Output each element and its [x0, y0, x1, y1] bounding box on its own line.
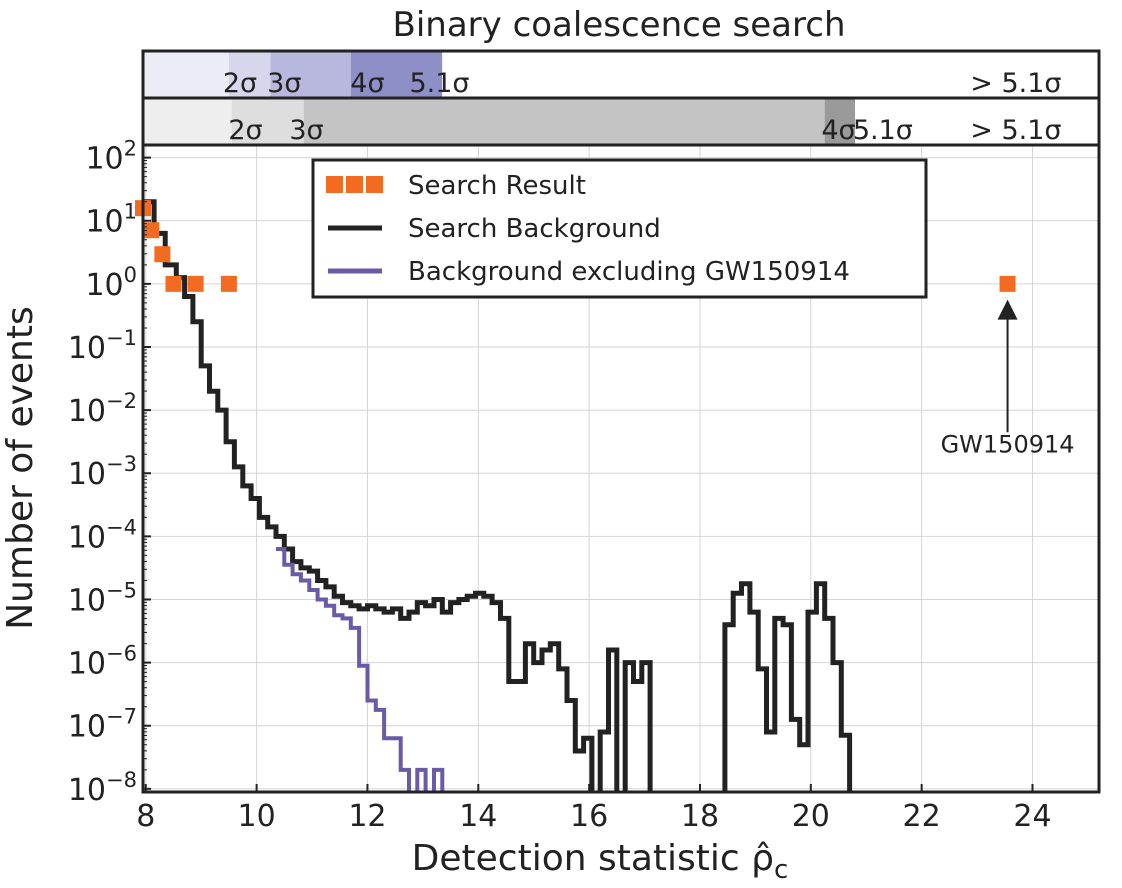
series-2-line	[276, 547, 445, 792]
series-1-line	[143, 199, 853, 792]
y-tick-label--4: 10−4	[68, 515, 137, 555]
legend-label-2: Background excluding GW150914	[408, 257, 850, 287]
band-bottom-range-2	[303, 98, 825, 145]
y-tick-label-2: 102	[85, 137, 137, 177]
x-tick-label-20: 20	[792, 799, 830, 834]
y-axis-label: Number of events	[0, 306, 41, 630]
y-tick-label--1: 10−1	[68, 326, 137, 366]
band-top-range-1	[228, 51, 271, 98]
x-tick-label-8: 8	[136, 799, 155, 834]
band-top-range-4	[442, 51, 1100, 98]
y-tick-label--2: 10−2	[68, 389, 137, 429]
gw150914-annotation: GW150914	[941, 299, 1075, 459]
x-tick-label-14: 14	[459, 799, 497, 834]
significance-band-top: 2σ 3σ 4σ 5.1σ > 5.1σ	[141, 49, 1101, 100]
x-tick-label-10: 10	[238, 799, 276, 834]
x-tick-label-24: 24	[1013, 799, 1051, 834]
annotation-arrow-head	[997, 299, 1018, 320]
band-bottom-range-3	[824, 98, 856, 145]
x-axis-label: Detection statistic ρ̂c	[412, 838, 789, 885]
axis-ticks: 8 10 12 14 16 18 20 22 24 102 101 100 10−1 10−2 10−3 10…	[68, 137, 1052, 834]
y-tick-label--3: 10−3	[68, 452, 137, 492]
search-result-point-4	[187, 275, 204, 292]
y-tick-label--8: 10−8	[68, 768, 137, 808]
x-tick-label-12: 12	[348, 799, 386, 834]
plot-frame	[141, 143, 1101, 794]
legend: Search Result Search Background Background…	[311, 158, 928, 299]
band-top-label-0: 2σ	[223, 68, 257, 99]
legend-marker	[326, 176, 343, 193]
y-tick-label-0: 100	[85, 263, 137, 303]
x-tick-label-18: 18	[681, 799, 719, 834]
annotation-label-0: GW150914	[941, 431, 1075, 459]
search-result-point-5	[220, 275, 237, 292]
chart-title: Binary coalescence search	[393, 5, 846, 45]
legend-label-0: Search Result	[408, 171, 586, 201]
y-tick-label--5: 10−5	[68, 578, 137, 618]
search-result-point-6	[999, 275, 1016, 292]
band-top-range-2	[270, 51, 351, 98]
y-tick-label-1: 101	[85, 200, 137, 240]
band-bottom-range-1	[231, 98, 304, 145]
legend-marker	[346, 176, 363, 193]
x-axis-label-subscript: c	[774, 855, 788, 885]
legend-label-1: Search Background	[408, 214, 661, 244]
band-bottom-label-3: 5.1σ	[853, 115, 913, 146]
x-tick-label-22: 22	[903, 799, 941, 834]
band-bottom-range-4	[855, 98, 1099, 145]
band-bottom-label-0: 2σ	[228, 115, 262, 146]
x-axis-label-main: Detection statistic ρ̂	[412, 838, 774, 879]
band-bottom-label-2: 4σ	[821, 115, 855, 146]
legend-frame	[311, 158, 928, 299]
band-top-label-4: > 5.1σ	[970, 68, 1061, 99]
band-top-range-0	[143, 51, 229, 98]
search-result-point-1	[143, 222, 160, 239]
y-tick-label--6: 10−6	[68, 642, 137, 682]
band-top-range-3	[350, 51, 443, 98]
legend-marker	[366, 176, 383, 193]
series-layer	[135, 199, 1016, 792]
band-top-label-3: 5.1σ	[409, 68, 469, 99]
band-bottom-label-1: 3σ	[289, 115, 323, 146]
band-bottom-range-0	[143, 98, 232, 145]
band-top-label-2: 4σ	[350, 68, 384, 99]
search-result-point-2	[154, 246, 171, 263]
band-top-label-1: 3σ	[267, 68, 301, 99]
y-tick-label--7: 10−7	[68, 705, 137, 745]
band-bottom-label-4: > 5.1σ	[970, 115, 1061, 146]
significance-band-bottom: 2σ 3σ 4σ5.1σ > 5.1σ	[141, 96, 1101, 147]
x-tick-label-16: 16	[570, 799, 608, 834]
search-result-point-3	[165, 275, 182, 292]
